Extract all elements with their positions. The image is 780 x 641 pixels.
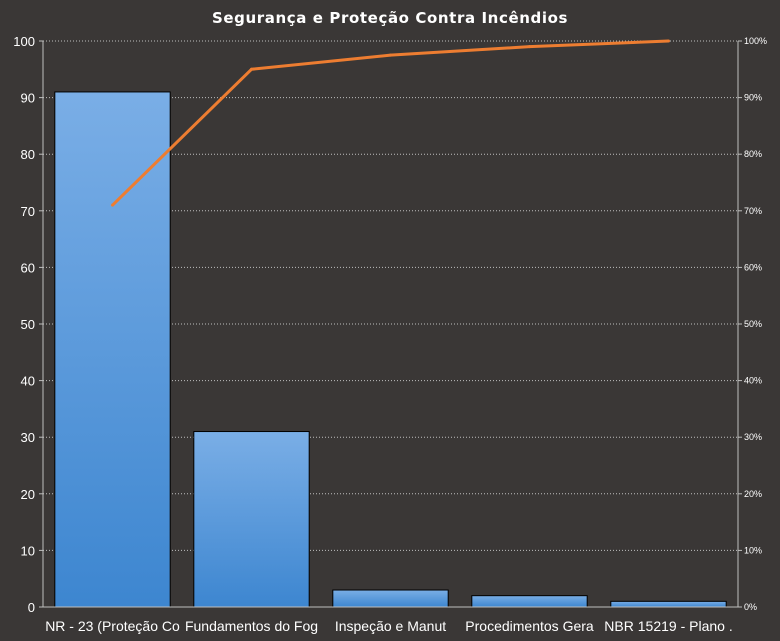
cumulative-point [389,53,392,57]
cumulative-point [528,45,531,49]
y-tick-label: 90 [21,91,35,106]
bar [471,595,588,608]
x-tick-label: Inspeção e Manut [335,618,446,634]
bar [332,589,449,608]
y2-tick-label: 90% [744,93,762,103]
y-tick-label: 60 [21,260,35,275]
y2-tick-label: 60% [744,262,762,272]
x-tick-label: Procedimentos Gera [465,618,594,634]
gridlines [43,40,738,551]
y2-tick-label: 80% [744,149,762,159]
x-tick-label: NR - 23 (Proteção Co [45,618,180,634]
y-tick-label: 20 [21,487,35,502]
y2-tick-label: 70% [744,206,762,216]
x-tick-label: Fundamentos do Fog [185,618,318,634]
y-tick-label: 0 [28,600,35,615]
cumulative-line-series [111,39,670,207]
bar-series [54,91,727,608]
bar [193,431,310,608]
bar [610,600,727,608]
y2-tick-label: 40% [744,376,762,386]
y-tick-label: 40 [21,374,35,389]
y-tick-label: 80 [21,147,35,162]
cumulative-line [111,39,669,207]
y2-tick-label: 100% [744,36,767,46]
y2-tick-label: 30% [744,432,762,442]
y2-tick-label: 50% [744,319,762,329]
y2-tick-label: 0% [744,602,757,612]
y-axis-secondary: 0% 10% 20% 30% 40% 50% 60% 70% 80% 90% 100% [737,36,767,612]
y-tick-label: 30 [21,430,35,445]
y-tick-label: 10 [21,543,35,558]
y2-tick-label: 20% [744,489,762,499]
cumulative-point [250,67,253,71]
chart-title: Segurança e Proteção Contra Incêndios [212,9,568,27]
x-axis: NR - 23 (Proteção Co Fundamentos do Fog In… [43,606,738,634]
x-tick-label: NBR 15219 - Plano . [604,618,732,634]
y-axis-primary: 0 10 20 30 40 50 60 70 80 90 100 [13,34,44,615]
y2-tick-label: 10% [744,545,762,555]
y-tick-label: 100 [13,34,35,49]
cumulative-point [667,39,670,43]
bar [54,91,171,608]
cumulative-point [111,203,114,207]
y-tick-label: 70 [21,204,35,219]
y-tick-label: 50 [21,317,35,332]
